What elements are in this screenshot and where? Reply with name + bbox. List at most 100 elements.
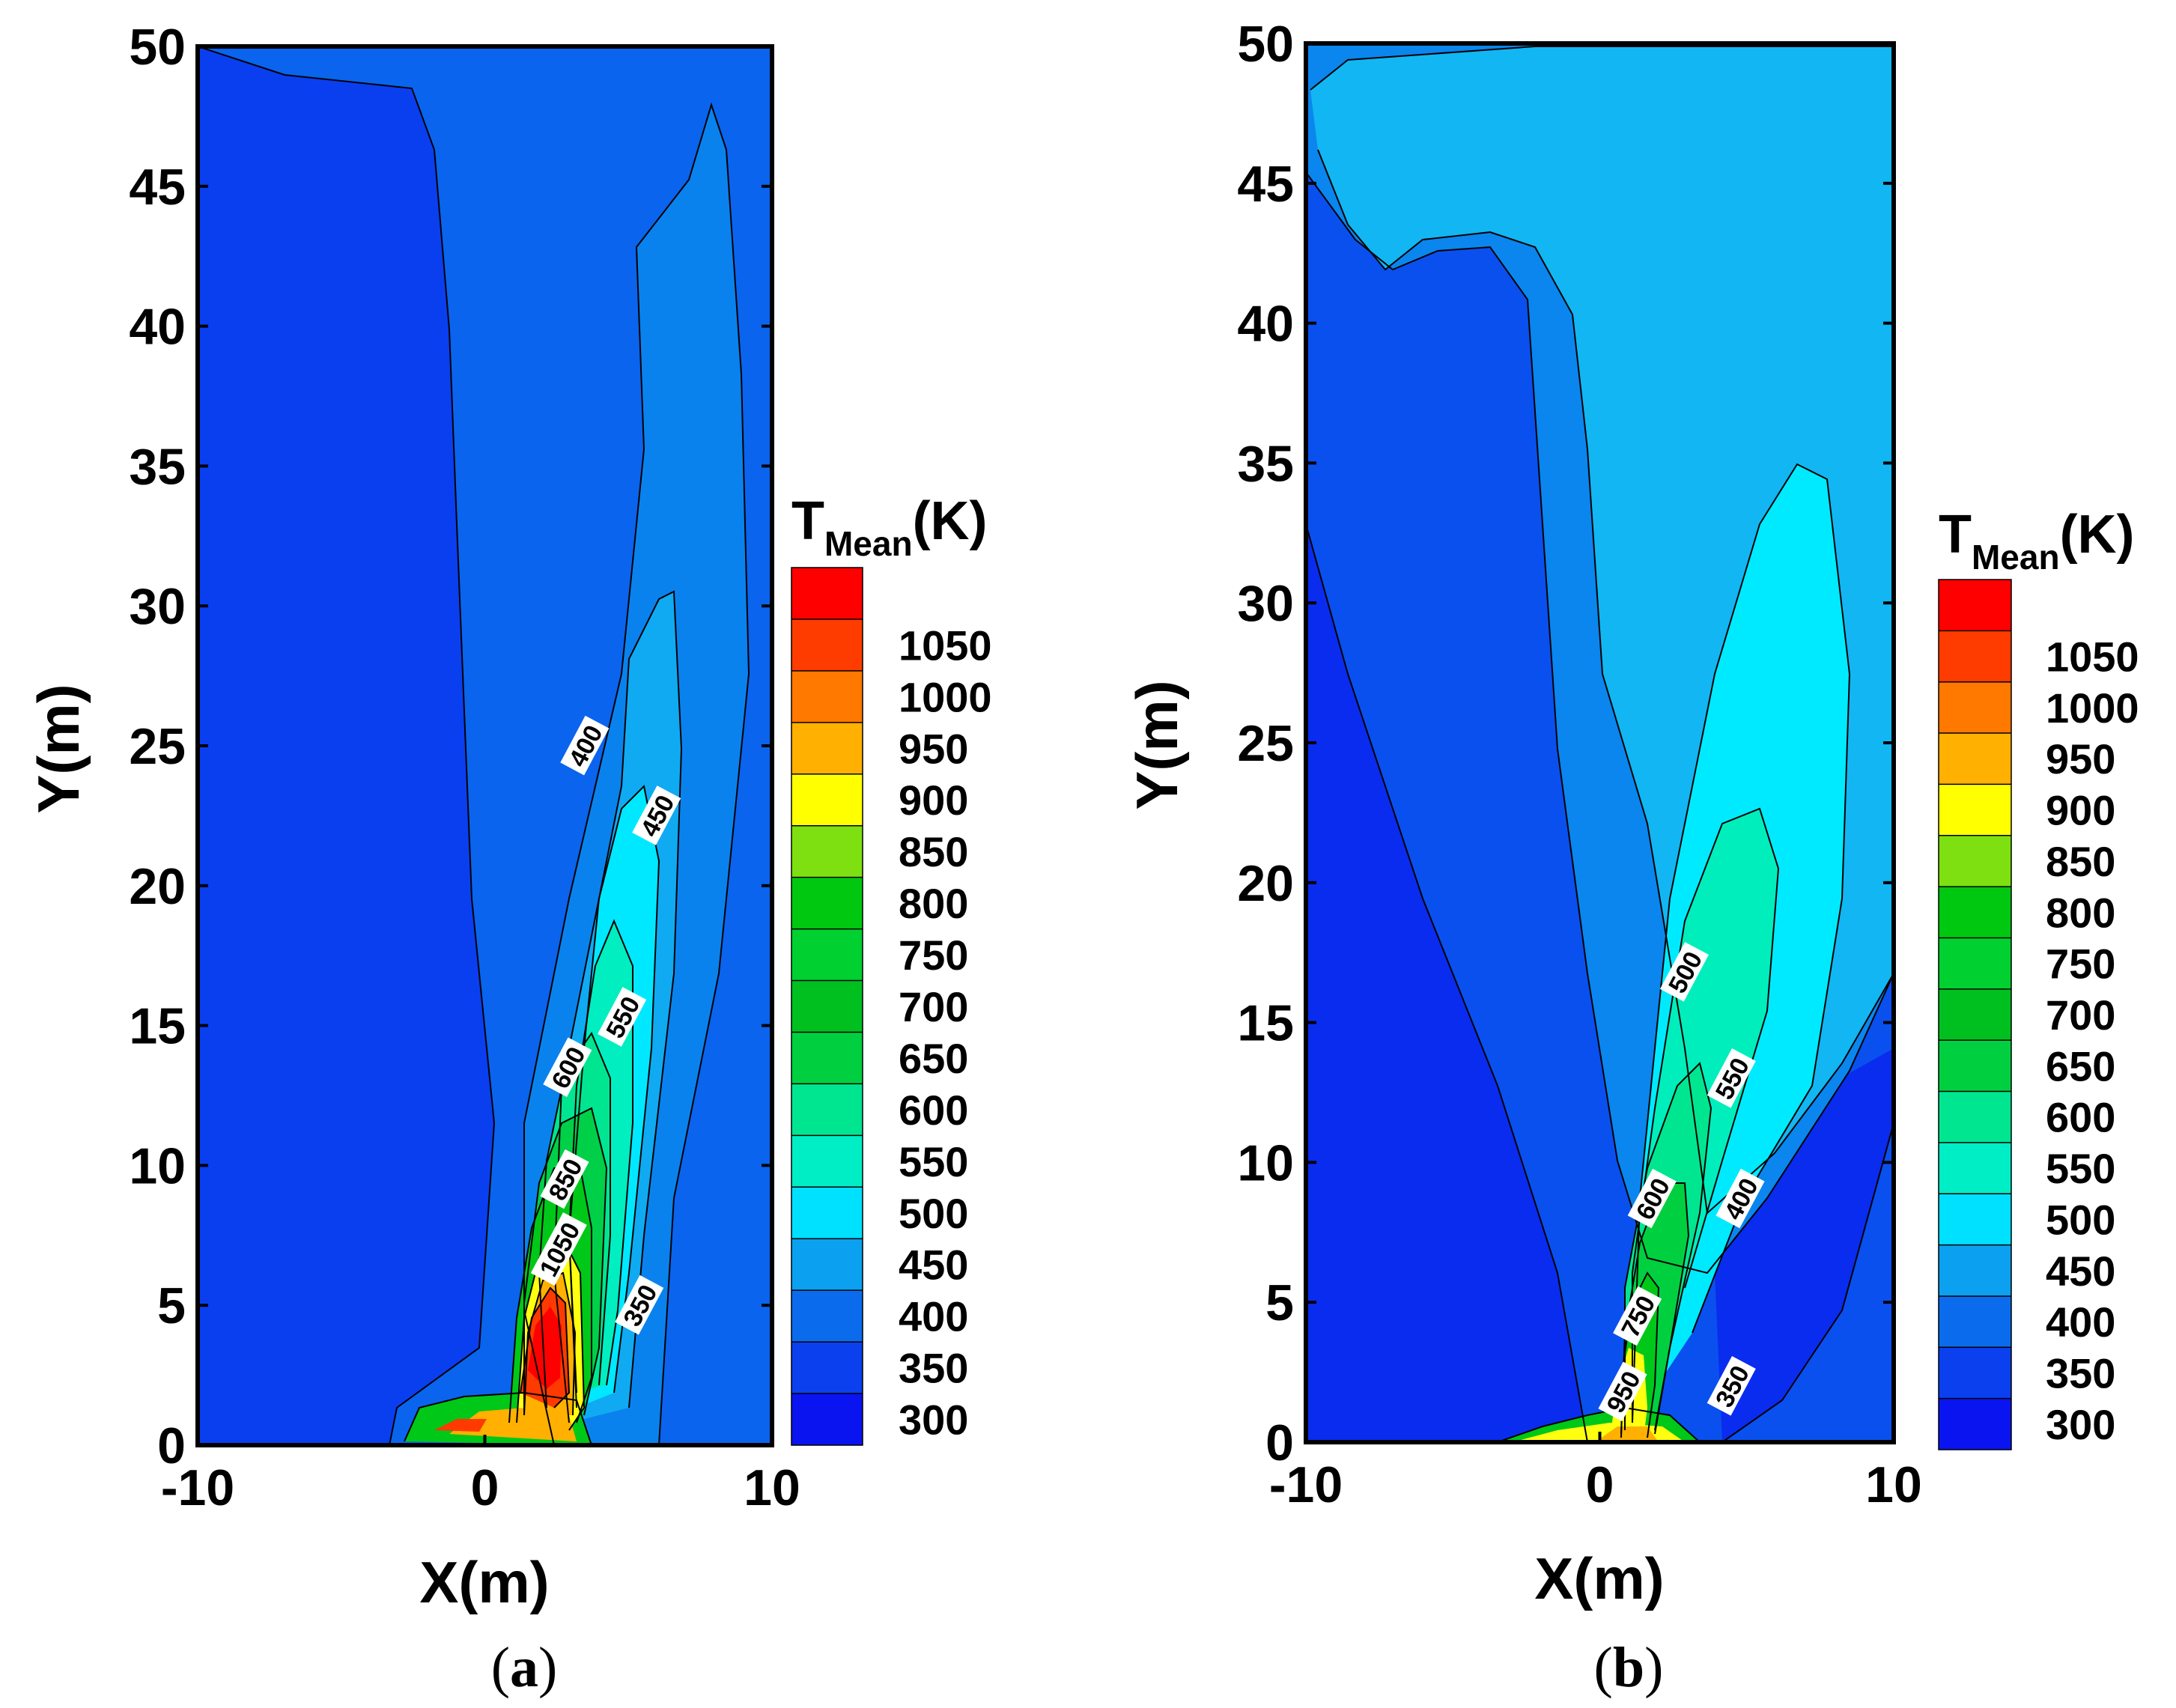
y-tick-label: 25: [129, 718, 186, 775]
colorbar-swatch: [1939, 1244, 2011, 1297]
colorbar-level-label: 400: [899, 1293, 968, 1340]
contour-label-bg: [560, 715, 610, 776]
colorbar-level-label: 350: [899, 1345, 968, 1392]
contour-label-bg: [1598, 1361, 1647, 1422]
x-tick-label: 0: [471, 1459, 499, 1516]
contour-label-bg: [540, 1149, 589, 1209]
colorbar-swatch: [791, 1239, 863, 1291]
panel-a-y-axis-label: Y(m): [25, 684, 91, 813]
y-tick-label: 45: [129, 159, 186, 216]
colorbar-swatch: [1939, 1347, 2011, 1399]
x-tick-label: 0: [1586, 1456, 1614, 1513]
colorbar-swatch: [791, 568, 863, 620]
colorbar-swatch: [791, 670, 863, 723]
colorbar-level-label: 450: [899, 1242, 968, 1289]
contour-label-bg: [615, 1274, 664, 1335]
colorbar-swatch: [1939, 580, 2011, 631]
contour-label-bg: [632, 785, 681, 845]
y-tick-label: 5: [1265, 1274, 1294, 1331]
colorbar-frame: [791, 567, 863, 1446]
colorbar-level-label: 900: [2046, 787, 2115, 834]
colorbar-swatch: [1939, 733, 2011, 785]
contour-label-bg: [1707, 1048, 1756, 1108]
y-tick-label: 40: [1237, 296, 1294, 353]
contour-label-bg: [598, 987, 647, 1047]
colorbar-swatch: [791, 1342, 863, 1394]
colorbar-level-label: 500: [2046, 1196, 2115, 1243]
y-tick-label: 15: [1237, 995, 1294, 1052]
contour-label-bg: [543, 1037, 592, 1097]
colorbar-swatch: [791, 1187, 863, 1239]
panel-a-y-axis: 0 5 10 15 20 25 30 35 40 45 50: [129, 19, 772, 1474]
y-tick-label: 35: [1237, 435, 1294, 492]
colorbar-level-label: 600: [2046, 1094, 2115, 1141]
colorbar-swatch: [1939, 1142, 2011, 1194]
colorbar-level-label: 1000: [899, 673, 992, 720]
colorbar-level-label: 300: [2046, 1401, 2115, 1448]
colorbar-level-label: 950: [2046, 735, 2115, 782]
colorbar-level-label: 500: [899, 1190, 968, 1237]
colorbar-level-label: 800: [2046, 889, 2115, 936]
colorbar-swatch: [1939, 887, 2011, 938]
colorbar-swatch: [1939, 988, 2011, 1041]
colorbar-level-label: 350: [2046, 1349, 2115, 1397]
colorbar-swatch: [791, 1394, 863, 1446]
colorbar-level-label: 550: [899, 1138, 968, 1185]
contour-label-bg: [1715, 1168, 1765, 1229]
colorbar-title: TMean(K): [1939, 505, 2135, 577]
colorbar-level-label: 650: [2046, 1042, 2115, 1089]
panel-b-y-axis: 0 5 10 15 20 25 30 35 40 45 50: [1237, 16, 1894, 1471]
colorbar-swatch: [1939, 1398, 2011, 1450]
panel-b-x-axis: -10 0 10: [1269, 1432, 1922, 1513]
y-tick-label: 20: [129, 858, 186, 915]
contour-label: 500: [1659, 942, 1710, 1002]
colorbar-level-label: 750: [899, 932, 968, 979]
colorbar-level-label: 700: [2046, 991, 2115, 1039]
colorbar-swatch: [791, 929, 863, 982]
colorbar-level-label: 750: [2046, 940, 2115, 988]
colorbar-swatch: [1939, 1091, 2011, 1143]
colorbar-level-label: 1050: [2046, 633, 2139, 681]
colorbar-level-label: 950: [899, 725, 968, 772]
colorbar-level-label: 650: [899, 1035, 968, 1082]
colorbar-swatch: [791, 1084, 863, 1136]
colorbar-swatch: [1939, 681, 2011, 734]
colorbar-swatch: [791, 877, 863, 930]
colorbar-swatch: [1939, 937, 2011, 990]
colorbar-swatch: [1939, 630, 2011, 683]
panel-a-x-axis-label: X(m): [419, 1549, 549, 1615]
panel-b-contour-field: [1306, 43, 1894, 1442]
colorbar-swatch: [791, 1032, 863, 1084]
contour-label-bg: [1659, 942, 1710, 1002]
contour-label-bg: [530, 1212, 587, 1286]
colorbar-swatch: [791, 825, 863, 878]
y-tick-label: 35: [129, 438, 186, 495]
colorbar-level-label: 400: [2046, 1298, 2115, 1346]
y-tick-label: 10: [129, 1137, 186, 1194]
y-tick-label: 50: [1237, 16, 1294, 73]
colorbar-swatch: [791, 722, 863, 775]
panel-a-contour-field: [198, 46, 772, 1445]
y-tick-label: 30: [129, 578, 186, 635]
x-tick-label: 10: [744, 1459, 800, 1516]
y-tick-label: 20: [1237, 855, 1294, 912]
panel-a-caption: (a): [491, 1636, 558, 1699]
colorbar-swatch: [1939, 1194, 2011, 1246]
colorbar-level-label: 550: [2046, 1145, 2115, 1192]
y-tick-label: 25: [1237, 715, 1294, 772]
colorbar-level-label: 850: [2046, 838, 2115, 885]
y-tick-label: 50: [129, 19, 186, 76]
colorbar-level-label: 800: [899, 880, 968, 927]
y-tick-label: 40: [129, 299, 186, 356]
y-tick-label: 45: [1237, 156, 1294, 213]
panel-a-x-axis: -10 0 10: [161, 1435, 800, 1516]
y-tick-label: 10: [1237, 1134, 1294, 1191]
y-tick-label: 5: [157, 1277, 186, 1334]
panel-b-x-axis-label: X(m): [1534, 1546, 1664, 1611]
colorbar-level-label: 700: [899, 983, 968, 1030]
x-tick-label: 10: [1865, 1456, 1922, 1513]
colorbar-level-label: 450: [2046, 1247, 2115, 1295]
